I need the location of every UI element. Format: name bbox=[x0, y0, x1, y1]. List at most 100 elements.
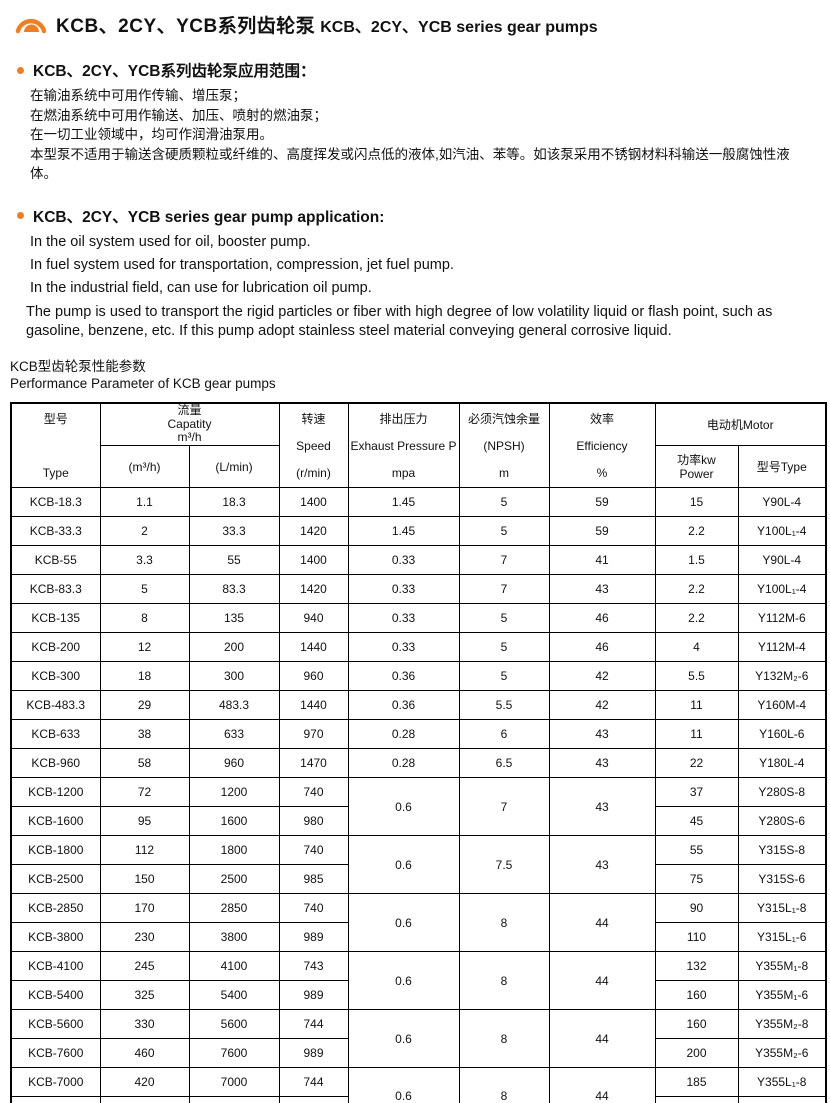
cell-capacity-m3h: 150 bbox=[99, 864, 190, 894]
cell-efficiency: 46 bbox=[548, 632, 656, 662]
cell-model: KCB-4100 bbox=[10, 951, 101, 981]
cell-pressure: 0.6 bbox=[347, 1009, 460, 1068]
cell-capacity-m3h: 5 bbox=[99, 574, 190, 604]
cell-pressure: 0.28 bbox=[347, 748, 460, 778]
cell-capacity-m3h: 112 bbox=[99, 835, 190, 865]
cell-power: 160 bbox=[654, 980, 739, 1010]
cell-power: 55 bbox=[654, 835, 739, 865]
cell-speed: 980 bbox=[278, 806, 349, 836]
cell-model: KCB-1600 bbox=[10, 806, 101, 836]
cell-power: 45 bbox=[654, 806, 739, 836]
cell-pressure: 0.6 bbox=[347, 951, 460, 1010]
cell-model: KCB-7600 bbox=[10, 1038, 101, 1068]
application-zh-line: 在燃油系统中可用作输送、加压、喷射的燃油泵； bbox=[30, 107, 327, 123]
cell-efficiency: 43 bbox=[548, 748, 656, 778]
header-type-en: Type bbox=[42, 465, 69, 480]
cell-capacity-m3h: 2 bbox=[99, 516, 190, 546]
cell-capacity-m3h: 29 bbox=[99, 690, 190, 720]
cell-pressure: 1.45 bbox=[347, 516, 460, 546]
cell-speed: 1440 bbox=[278, 632, 349, 662]
cell-power: 5.5 bbox=[654, 661, 739, 691]
cell-motor-type: Y355L₁-6 bbox=[737, 1096, 827, 1103]
cell-model: KCB-3800 bbox=[10, 922, 101, 952]
application-zh-heading: KCB、2CY、YCB系列齿轮泵应用范围： bbox=[33, 63, 316, 80]
table-row: KCB-83.3 5 83.3 1420 0.33 7 43 2.2 Y100L₁-4 bbox=[10, 574, 827, 604]
header-m3h: (m³/h) bbox=[99, 445, 190, 488]
cell-motor-type: Y355M₁-6 bbox=[737, 980, 827, 1010]
header-lmin: (L/min) bbox=[188, 445, 280, 488]
cell-power: 22 bbox=[654, 748, 739, 778]
table-row: KCB-33.3 2 33.3 1420 1.45 5 59 2.2 Y100L₁-4 bbox=[10, 516, 827, 546]
cell-speed: 970 bbox=[278, 719, 349, 749]
header-pressure: 排出压力 Exhaust Pressure P mpa bbox=[347, 402, 460, 488]
cell-pressure: 0.33 bbox=[347, 574, 460, 604]
cell-speed: 989 bbox=[278, 980, 349, 1010]
cell-npsh: 5 bbox=[458, 487, 550, 517]
table-row: KCB-96005709600989 250Y355L₁-6 bbox=[10, 1096, 827, 1103]
orange-dot-icon bbox=[17, 66, 24, 74]
cell-pressure: 1.45 bbox=[347, 487, 460, 517]
cell-motor-type: Y280S-6 bbox=[737, 806, 827, 836]
cell-speed: 740 bbox=[278, 835, 349, 865]
cell-pressure: 0.36 bbox=[347, 661, 460, 691]
cell-motor-type: Y112M-6 bbox=[737, 603, 827, 633]
table-row: KCB-483.3 29 483.3 1440 0.36 5.5 42 11 Y160M-4 bbox=[10, 690, 827, 720]
cell-speed: 743 bbox=[278, 951, 349, 981]
cell-efficiency: 42 bbox=[548, 661, 656, 691]
cell-model: KCB-960 bbox=[10, 748, 101, 778]
cell-power: 37 bbox=[654, 777, 739, 807]
cell-capacity-lmin: 200 bbox=[188, 632, 280, 662]
cell-capacity-lmin: 7000 bbox=[188, 1067, 280, 1097]
cell-motor-type: Y180L-4 bbox=[737, 748, 827, 778]
table-row: KCB-5600 330 5600 744 0.6 8 44 160 Y355M₂-8 bbox=[10, 1009, 827, 1068]
cell-power: 4 bbox=[654, 632, 739, 662]
cell-model: KCB-483.3 bbox=[10, 690, 101, 720]
cell-power: 110 bbox=[654, 922, 739, 952]
table-row: KCB-135 8 135 940 0.33 5 46 2.2 Y112M-6 bbox=[10, 603, 827, 633]
cell-capacity-lmin: 633 bbox=[188, 719, 280, 749]
cell-capacity-lmin: 1800 bbox=[188, 835, 280, 865]
cell-speed: 744 bbox=[278, 1067, 349, 1097]
cell-pressure: 0.28 bbox=[347, 719, 460, 749]
cell-capacity-lmin: 55 bbox=[188, 545, 280, 575]
cell-npsh: 5 bbox=[458, 661, 550, 691]
cell-capacity-m3h: 570 bbox=[99, 1096, 190, 1103]
cell-pressure: 0.6 bbox=[347, 835, 460, 894]
cell-npsh: 7 bbox=[458, 777, 550, 836]
cell-power: 132 bbox=[654, 951, 739, 981]
cell-npsh: 7.5 bbox=[458, 835, 550, 894]
cell-efficiency: 44 bbox=[548, 893, 656, 952]
header-capacity: 流量 Capatity m³/h bbox=[99, 402, 280, 446]
header-motor: 电动机Motor bbox=[654, 402, 827, 446]
cell-efficiency: 41 bbox=[548, 545, 656, 575]
cell-model: KCB-200 bbox=[10, 632, 101, 662]
cell-capacity-m3h: 420 bbox=[99, 1067, 190, 1097]
cell-power: 15 bbox=[654, 487, 739, 517]
cell-npsh: 6.5 bbox=[458, 748, 550, 778]
table-row: KCB-7000 420 7000 744 0.6 8 44 185 Y355L₁-8 bbox=[10, 1067, 827, 1103]
cell-npsh: 8 bbox=[458, 893, 550, 952]
table-row: KCB-4100 245 4100 743 0.6 8 44 132 Y355M₁-8 bbox=[10, 951, 827, 1010]
cell-speed: 1470 bbox=[278, 748, 349, 778]
cell-capacity-lmin: 1200 bbox=[188, 777, 280, 807]
cell-power: 2.2 bbox=[654, 574, 739, 604]
cell-efficiency: 42 bbox=[548, 690, 656, 720]
cell-motor-type: Y280S-8 bbox=[737, 777, 827, 807]
cell-motor-type: Y315L₁-8 bbox=[737, 893, 827, 923]
cell-capacity-m3h: 460 bbox=[99, 1038, 190, 1068]
application-en-line: In fuel system used for transportation, … bbox=[30, 256, 454, 273]
cell-motor-type: Y355M₂-8 bbox=[737, 1009, 827, 1039]
cell-speed: 989 bbox=[278, 1038, 349, 1068]
cell-pressure: 0.6 bbox=[347, 893, 460, 952]
cell-power: 200 bbox=[654, 1038, 739, 1068]
cell-model: KCB-18.3 bbox=[10, 487, 101, 517]
cell-capacity-m3h: 38 bbox=[99, 719, 190, 749]
table-row: KCB-18.3 1.1 18.3 1400 1.45 5 59 15 Y90L-4 bbox=[10, 487, 827, 517]
table-caption: KCB型齿轮泵性能参数 Performance Parameter of KCB… bbox=[10, 358, 830, 393]
cell-model: KCB-2500 bbox=[10, 864, 101, 894]
application-en-line: In the oil system used for oil, booster … bbox=[30, 233, 311, 250]
cell-npsh: 6 bbox=[458, 719, 550, 749]
cell-model: KCB-2850 bbox=[10, 893, 101, 923]
table-row: KCB-5400 325 5400 989 160 Y355M₁-6 bbox=[10, 980, 827, 1010]
